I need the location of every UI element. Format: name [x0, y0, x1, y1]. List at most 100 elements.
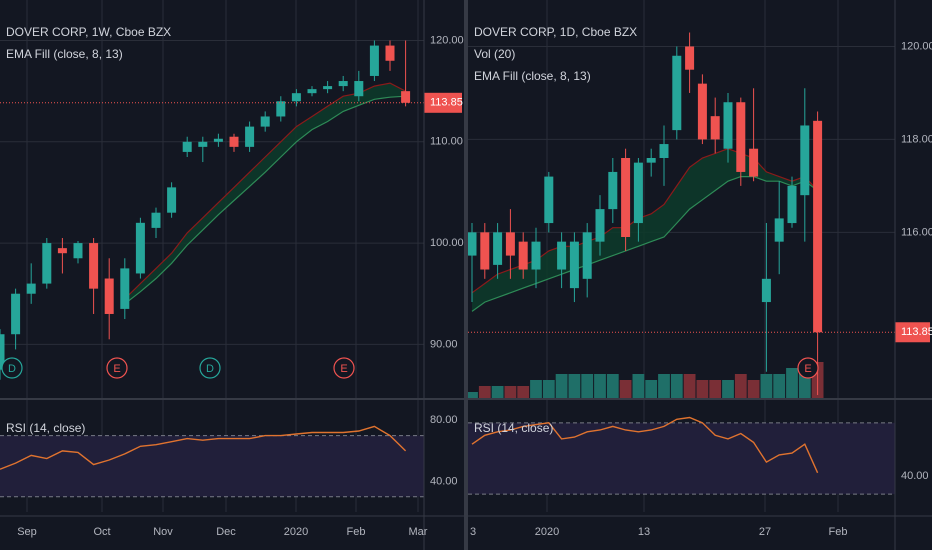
daily-volume-bar: [670, 374, 683, 398]
weekly-chart-panel: 120.00 110.00 100.00 90.00 113.85 D E D E 80.00 40…: [0, 0, 464, 550]
weekly-x-tick-label: Sep: [17, 526, 37, 538]
weekly-event-marker[interactable]: [1, 357, 23, 379]
daily-rsi-tick-label: 40.00: [901, 470, 929, 482]
daily-candle-body[interactable]: [621, 158, 631, 237]
weekly-event-marker[interactable]: [199, 357, 221, 379]
daily-candle-body[interactable]: [582, 232, 592, 279]
weekly-candle-body[interactable]: [151, 212, 161, 228]
weekly-candle-body[interactable]: [323, 86, 333, 90]
daily-volume-bar: [658, 374, 670, 398]
weekly-rsi-line: [0, 425, 407, 470]
weekly-x-tick-label: 2020: [284, 526, 308, 538]
daily-candle-body[interactable]: [736, 102, 746, 172]
daily-volume-bar: [734, 374, 747, 398]
daily-candle-body[interactable]: [646, 158, 656, 163]
daily-candle-body[interactable]: [544, 176, 554, 224]
daily-price-badge: 113.85: [901, 326, 932, 338]
daily-rsi-band: [468, 422, 895, 495]
weekly-event-marker-label: E: [113, 363, 120, 375]
weekly-candle-body[interactable]: [291, 93, 301, 102]
weekly-candle-body[interactable]: [260, 116, 270, 127]
daily-rsi-line: [471, 416, 819, 474]
daily-candle-body[interactable]: [697, 83, 707, 140]
daily-candle-body[interactable]: [749, 148, 759, 177]
daily-candle-body[interactable]: [710, 116, 720, 140]
daily-candle-body[interactable]: [761, 278, 771, 303]
panels-divider[interactable]: [464, 0, 468, 550]
weekly-candle-body[interactable]: [385, 45, 395, 61]
daily-candle-body[interactable]: [505, 232, 515, 256]
weekly-candle-body[interactable]: [401, 91, 411, 103]
daily-candle-body[interactable]: [800, 125, 810, 196]
weekly-candle-body[interactable]: [276, 101, 286, 117]
daily-candle-body[interactable]: [518, 241, 528, 270]
daily-x-tick-label: 27: [759, 526, 771, 538]
weekly-ema-indicator-label[interactable]: EMA Fill (close, 8, 13): [6, 47, 123, 61]
daily-candle-body[interactable]: [608, 171, 618, 210]
weekly-candle-body[interactable]: [42, 243, 52, 284]
daily-candle-body[interactable]: [569, 241, 579, 289]
daily-candle-body[interactable]: [723, 102, 733, 149]
daily-volume-bar: [466, 392, 478, 398]
daily-candle-body[interactable]: [659, 144, 669, 158]
daily-event-marker[interactable]: [797, 357, 819, 379]
daily-candle-body[interactable]: [787, 185, 797, 224]
daily-candle-body[interactable]: [557, 241, 567, 270]
weekly-candle-body[interactable]: [213, 138, 223, 142]
weekly-candle-body[interactable]: [0, 334, 5, 370]
daily-candle-body[interactable]: [774, 218, 784, 242]
weekly-y-tick-label: 90.00: [430, 338, 458, 350]
weekly-candle-body[interactable]: [182, 141, 192, 152]
daily-ema-fill-area: [472, 148, 818, 312]
daily-candle-body[interactable]: [480, 232, 490, 270]
weekly-candle-body[interactable]: [198, 141, 208, 147]
weekly-x-tick-label: Dec: [216, 526, 236, 538]
weekly-rsi-legend: RSI (14, close): [6, 418, 85, 442]
weekly-candle-body[interactable]: [89, 243, 99, 289]
weekly-event-marker[interactable]: [106, 357, 128, 379]
daily-volume-bar: [683, 374, 696, 398]
weekly-event-marker-label: D: [206, 363, 214, 375]
weekly-candle-body[interactable]: [245, 126, 255, 147]
weekly-candle-body[interactable]: [120, 268, 130, 309]
daily-candle-body[interactable]: [813, 120, 823, 333]
weekly-candle-body[interactable]: [369, 45, 379, 76]
weekly-candle-body[interactable]: [11, 293, 21, 335]
daily-candle-body[interactable]: [633, 162, 643, 224]
weekly-candle-body[interactable]: [307, 89, 317, 94]
weekly-candle-body[interactable]: [57, 248, 67, 254]
weekly-rsi-label[interactable]: RSI (14, close): [6, 421, 86, 435]
weekly-candle-body[interactable]: [73, 243, 83, 259]
daily-volume-bar: [798, 368, 811, 398]
daily-candle-body[interactable]: [493, 232, 503, 265]
daily-volume-bar: [645, 380, 658, 398]
daily-y-tick-label: 120.00: [901, 40, 932, 52]
daily-volume-bar: [581, 374, 594, 398]
weekly-candle-body[interactable]: [338, 81, 348, 87]
daily-candle-body[interactable]: [467, 232, 477, 256]
daily-volume-bar: [530, 380, 542, 398]
daily-candle-body[interactable]: [531, 241, 541, 270]
weekly-candle-body[interactable]: [229, 136, 239, 147]
daily-symbol-title[interactable]: DOVER CORP, 1D, Cboe BZX: [474, 25, 638, 39]
daily-volume-label[interactable]: Vol (20): [474, 47, 516, 61]
weekly-x-tick-label: Nov: [153, 526, 173, 538]
daily-candle-body[interactable]: [595, 209, 605, 242]
weekly-y-tick-label: 110.00: [430, 136, 463, 148]
weekly-candle-body[interactable]: [167, 187, 177, 213]
daily-rsi-legend: RSI (14, close): [474, 418, 553, 442]
weekly-symbol-title[interactable]: DOVER CORP, 1W, Cboe BZX: [6, 25, 172, 39]
daily-candle-body[interactable]: [672, 55, 682, 131]
daily-y-tick-label: 118.00: [901, 133, 932, 145]
weekly-candle-body[interactable]: [104, 278, 114, 314]
weekly-event-marker[interactable]: [333, 357, 355, 379]
daily-volume-bar: [696, 380, 709, 398]
weekly-price-badge-bg: [424, 92, 462, 113]
weekly-candle-body[interactable]: [135, 222, 145, 274]
daily-rsi-label[interactable]: RSI (14, close): [474, 421, 554, 435]
weekly-candle-body[interactable]: [354, 81, 364, 97]
daily-ema-indicator-label[interactable]: EMA Fill (close, 8, 13): [474, 69, 591, 83]
daily-candle-body[interactable]: [685, 46, 695, 70]
weekly-candle-body[interactable]: [26, 283, 36, 294]
